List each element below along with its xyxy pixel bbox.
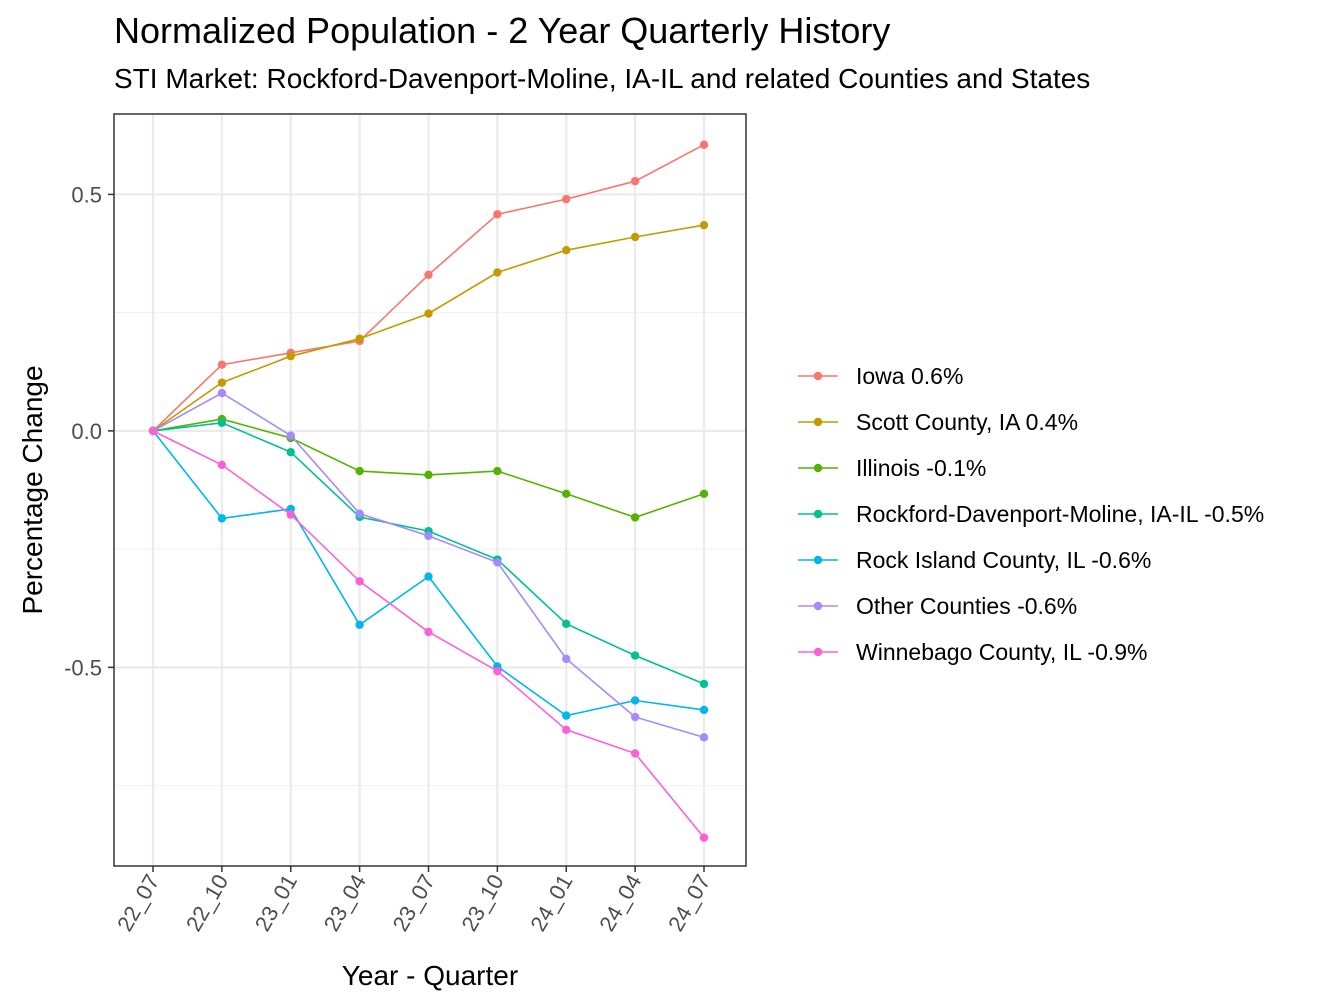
y-axis-title: Percentage Change (17, 365, 48, 614)
data-point (424, 531, 433, 541)
data-point (286, 351, 295, 361)
data-point (699, 833, 709, 842)
data-point (355, 334, 364, 343)
data-point (699, 705, 709, 715)
data-point (562, 654, 571, 664)
legend-item: Illinois -0.1% (798, 455, 986, 481)
data-point (699, 733, 709, 742)
x-tick-label: 23_04 (319, 870, 371, 935)
data-point (699, 489, 709, 498)
legend-item: Rock Island County, IL -0.6% (798, 547, 1151, 573)
legend-label: Winnebago County, IL -0.9% (856, 639, 1148, 665)
y-tick-label: 0.5 (71, 182, 102, 207)
data-point (286, 431, 295, 440)
legend-item: Other Counties -0.6% (798, 593, 1077, 619)
data-point (217, 388, 227, 398)
data-point (424, 627, 433, 637)
legend-key-point (813, 417, 823, 427)
data-point (562, 711, 571, 720)
legend-item: Rockford-Davenport-Moline, IA-IL -0.5% (798, 501, 1264, 527)
x-tick-label: 22_07 (112, 870, 164, 935)
data-point (699, 140, 709, 149)
data-point (493, 466, 502, 476)
data-point (355, 620, 364, 629)
x-tick-labels: 22_07 22_10 23_01 23_04 23_07 23_10 24_01 24_04… (112, 870, 715, 935)
legend-label: Rockford-Davenport-Moline, IA-IL -0.5% (856, 501, 1264, 527)
legend-key-point (813, 647, 823, 657)
data-point (286, 510, 295, 519)
legend-label: Illinois -0.1% (856, 455, 986, 481)
data-point (217, 418, 227, 428)
data-point (424, 572, 433, 581)
data-point (424, 309, 433, 318)
data-point (148, 426, 158, 436)
legend-key-point (813, 371, 823, 381)
y-tick-label: 0.0 (71, 419, 102, 444)
legend-key-point (813, 601, 823, 611)
data-point (630, 651, 640, 660)
x-tick-label: 22_10 (181, 870, 233, 935)
x-tick-label: 24_07 (663, 870, 715, 935)
y-tick-label: -0.5 (64, 655, 102, 680)
data-point (699, 679, 709, 689)
data-point (493, 666, 502, 676)
data-point (630, 712, 640, 722)
data-point (493, 268, 502, 277)
data-point (217, 378, 227, 387)
legend-label: Iowa 0.6% (856, 363, 963, 389)
data-point (630, 749, 640, 758)
data-point (493, 558, 502, 567)
legend: Iowa 0.6% Scott County, IA 0.4% Illinois -… (798, 363, 1264, 665)
series-6 (148, 426, 709, 842)
x-tick-label: 24_01 (525, 870, 577, 935)
data-point (630, 176, 640, 186)
data-point (562, 246, 571, 255)
data-point (699, 220, 709, 230)
data-point (630, 696, 640, 705)
legend-label: Scott County, IA 0.4% (856, 409, 1078, 435)
data-point (286, 447, 295, 457)
series-layer (148, 140, 709, 842)
legend-item: Scott County, IA 0.4% (798, 409, 1078, 435)
plot-panel-border (113, 113, 747, 867)
axis-ticks (108, 193, 705, 872)
x-tick-label: 24_04 (594, 870, 646, 935)
data-point (355, 466, 364, 476)
series-5 (148, 388, 709, 742)
data-point (217, 460, 227, 470)
data-point (355, 509, 364, 518)
x-axis-title: Year - Quarter (342, 960, 518, 991)
data-point (562, 619, 571, 629)
data-point (424, 470, 433, 480)
data-point (217, 360, 227, 369)
data-point (630, 513, 640, 522)
legend-key-point (813, 463, 823, 473)
data-point (562, 725, 571, 734)
data-point (493, 210, 502, 219)
legend-key-point (813, 555, 823, 565)
y-tick-labels: -0.5 0.0 0.5 (64, 182, 102, 680)
x-tick-label: 23_10 (456, 870, 508, 935)
legend-item: Winnebago County, IL -0.9% (798, 639, 1148, 665)
data-point (424, 270, 433, 280)
data-point (630, 232, 640, 242)
legend-label: Rock Island County, IL -0.6% (856, 547, 1151, 573)
major-gridlines (114, 114, 746, 866)
data-point (562, 194, 571, 204)
chart-title: Normalized Population - 2 Year Quarterly… (114, 10, 891, 51)
legend-label: Other Counties -0.6% (856, 593, 1077, 619)
x-tick-label: 23_07 (388, 870, 440, 935)
legend-key-point (813, 509, 823, 519)
minor-gridlines (114, 312, 746, 787)
data-point (562, 489, 571, 498)
x-tick-label: 23_01 (250, 870, 302, 935)
data-point (217, 514, 227, 523)
data-point (355, 577, 364, 586)
legend-item: Iowa 0.6% (798, 363, 963, 389)
chart-subtitle: STI Market: Rockford-Davenport-Moline, I… (114, 63, 1091, 94)
